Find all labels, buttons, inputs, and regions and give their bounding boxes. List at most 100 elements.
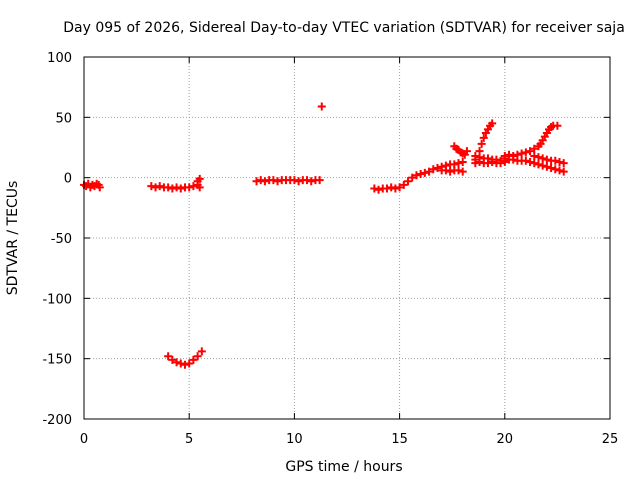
data-point: [197, 347, 206, 356]
data-point: [441, 166, 450, 175]
data-point: [168, 184, 177, 193]
data-point: [433, 164, 442, 173]
data-point: [521, 148, 530, 157]
y-tick-label: -150: [42, 353, 72, 368]
data-point: [269, 176, 278, 185]
x-tick-label: 25: [602, 432, 619, 447]
data-point: [458, 167, 467, 176]
data-point: [404, 177, 413, 186]
x-tick-label: 15: [391, 432, 408, 447]
data-point: [534, 153, 543, 162]
y-tick-label: 50: [55, 111, 72, 126]
data-point: [488, 157, 497, 166]
data-point: [471, 151, 480, 160]
y-tick-label: -200: [42, 413, 72, 428]
chart-title: Day 095 of 2026, Sidereal Day-to-day VTE…: [63, 20, 625, 36]
data-point: [538, 154, 547, 163]
data-point: [458, 157, 467, 166]
data-point: [551, 165, 560, 174]
data-point: [164, 352, 173, 361]
data-point: [547, 164, 556, 173]
data-point: [559, 159, 568, 168]
data-point: [446, 167, 455, 176]
data-point: [526, 157, 535, 166]
data-point: [395, 183, 404, 192]
data-point: [374, 185, 383, 194]
data-point: [483, 159, 492, 168]
data-point: [168, 355, 177, 364]
ticks-layer: 0 5 10 15 20 25 100 50 0 -50 -100 -150 -200: [42, 51, 618, 447]
y-axis-label: SDTVAR / TECUs: [5, 181, 21, 296]
data-points: [80, 102, 568, 369]
data-point: [517, 149, 526, 158]
data-point: [370, 184, 379, 193]
data-point: [172, 183, 181, 192]
y-tick-label: -50: [51, 232, 72, 247]
data-point: [553, 121, 562, 130]
data-point: [412, 171, 421, 180]
data-point: [555, 157, 564, 166]
x-tick-label: 5: [185, 432, 193, 447]
data-point: [273, 177, 282, 186]
data-point: [475, 157, 484, 166]
data-point: [290, 176, 299, 185]
data-point: [555, 166, 564, 175]
data-point: [307, 177, 316, 186]
data-point: [95, 183, 104, 192]
data-point: [172, 358, 181, 367]
data-point: [315, 176, 324, 185]
data-point: [151, 183, 160, 192]
data-point: [399, 180, 408, 189]
data-point: [530, 144, 539, 153]
data-point: [317, 102, 326, 111]
data-point: [382, 184, 391, 193]
data-point: [176, 359, 185, 368]
data-point: [420, 168, 429, 177]
x-tick-label: 10: [286, 432, 303, 447]
data-point: [521, 156, 530, 165]
data-point: [252, 177, 261, 186]
data-point: [496, 159, 505, 168]
data-point: [176, 184, 185, 193]
data-point: [542, 155, 551, 164]
data-point: [195, 183, 204, 192]
data-point: [189, 355, 198, 364]
data-point: [526, 147, 535, 156]
data-point: [530, 151, 539, 160]
data-point: [454, 159, 463, 168]
data-point: [147, 182, 156, 191]
data-point: [488, 119, 497, 128]
plot-frame: [83, 56, 611, 420]
data-point: [294, 177, 303, 186]
data-point: [303, 176, 312, 185]
data-point: [391, 184, 400, 193]
data-point: [185, 183, 194, 192]
data-point: [416, 170, 425, 179]
data-point: [164, 183, 173, 192]
data-point: [509, 155, 518, 164]
data-point: [471, 159, 480, 168]
data-point: [454, 166, 463, 175]
data-point: [193, 352, 202, 361]
data-point: [195, 174, 204, 183]
data-point: [559, 167, 568, 176]
data-point: [479, 133, 488, 142]
data-point: [408, 173, 417, 182]
data-point: [155, 182, 164, 191]
data-point: [180, 360, 189, 369]
y-tick-label: 0: [64, 172, 72, 187]
data-point: [387, 183, 396, 192]
data-point: [551, 156, 560, 165]
data-point: [534, 160, 543, 169]
x-axis-label: GPS time / hours: [285, 459, 402, 475]
x-tick-label: 0: [80, 432, 88, 447]
y-tick-label: -100: [42, 292, 72, 307]
data-point: [477, 139, 486, 148]
data-point: [429, 165, 438, 174]
data-point: [462, 147, 471, 156]
data-point: [260, 177, 269, 186]
y-tick-label: 100: [47, 51, 72, 66]
grid-layer: [84, 57, 610, 419]
data-point: [538, 161, 547, 170]
